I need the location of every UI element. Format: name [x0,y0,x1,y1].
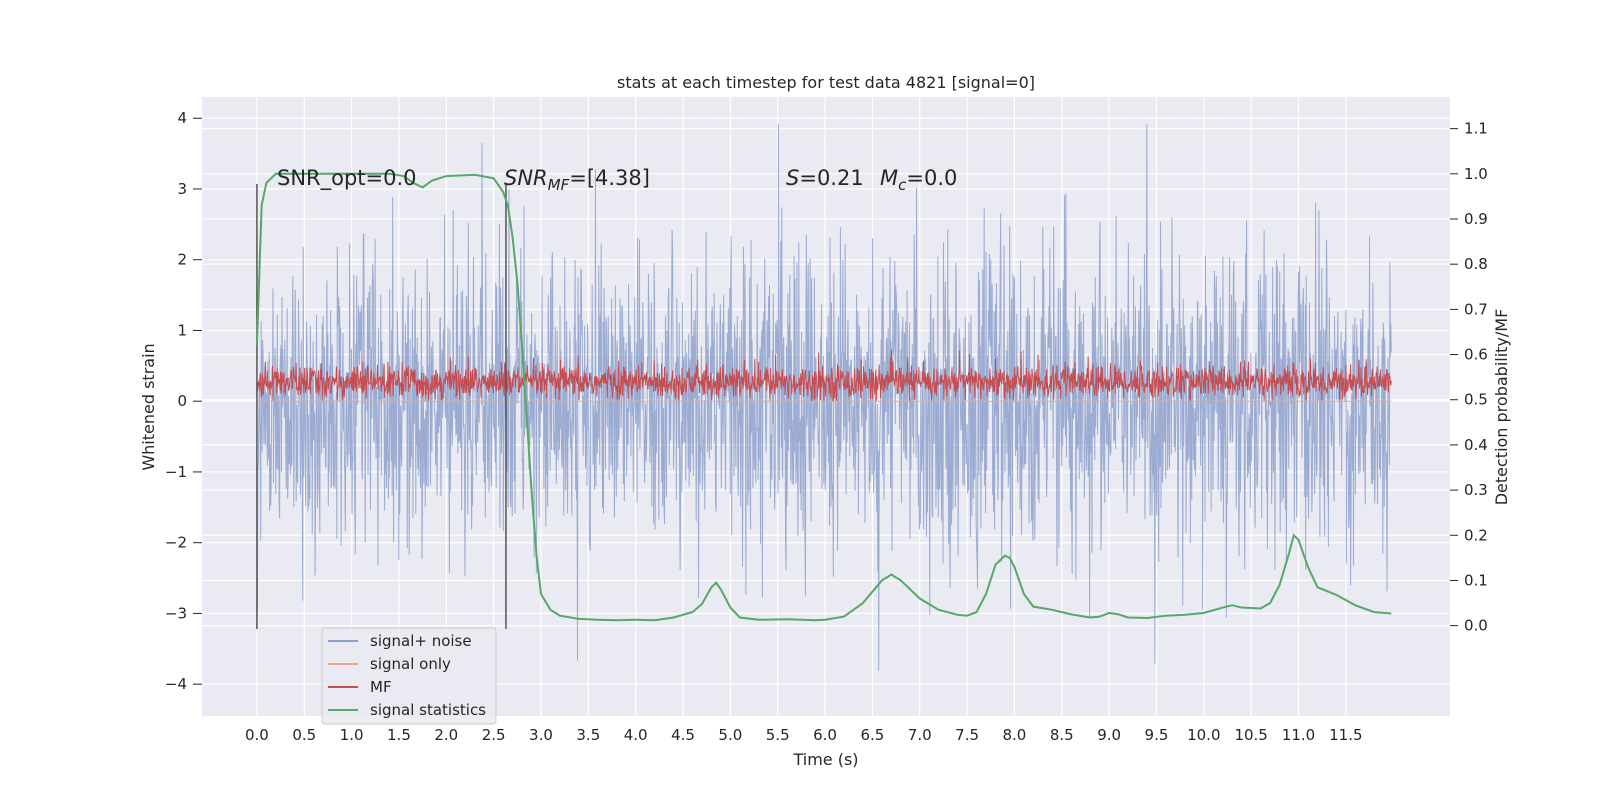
snr-mf-value: =[4.38] [569,166,650,190]
y-tick-label: 0 [177,392,187,410]
x-tick-label: 6.5 [860,726,884,744]
legend: signal+ noise signal only MF signal stat… [321,627,497,725]
x-axis-title: Time (s) [792,750,858,769]
x-tick-label: 5.5 [766,726,790,744]
y2-tick-label: 0.6 [1464,346,1488,364]
y2-tick-label: 1.0 [1464,165,1488,183]
x-tick-label: 0.0 [245,726,269,744]
x-tick-label: 10.5 [1234,726,1267,744]
annotation-snr-mf: SNRMF=[4.38] [504,166,650,194]
y-tick-label: −2 [165,534,187,552]
snr-mf-subscript: MF [548,176,570,194]
snr-mf-symbol: SNR [504,166,548,190]
signal-statistics-series [255,172,1392,622]
y2-tick-label: 0.9 [1464,210,1488,228]
y-tick-labels: −4 −3 −2 −1 0 1 2 3 4 [165,109,202,693]
legend-label-mf: MF [370,678,392,696]
y-tick-label: 3 [177,180,187,198]
y2-tick-label: 0.5 [1464,391,1488,409]
x-tick-label: 1.5 [387,726,411,744]
x-tick-label: 5.0 [718,726,742,744]
x-tick-label: 10.0 [1187,726,1220,744]
annotation-s: S=0.21 [786,166,864,190]
x-tick-label: 3.0 [529,726,553,744]
x-tick-label: 2.0 [434,726,458,744]
y-tick-label: 1 [177,321,187,339]
y2-tick-labels: 0.0 0.1 0.2 0.3 0.4 0.5 0.6 0.7 0.8 0.9 1.0 1.1 [1450,120,1488,635]
y-tick-label: −3 [165,604,187,622]
y-tick-label: 4 [177,109,187,127]
x-tick-labels: 0.0 0.5 1.0 1.5 2.0 2.5 3.0 3.5 4.0 4.5 5.0 5.5 6.0 6… [245,726,1363,744]
legend-label-signal-statistics: signal statistics [370,701,486,719]
x-tick-label: 2.5 [482,726,506,744]
signal-noise-series [256,123,1392,671]
y-axis-title: Whitened strain [139,343,158,470]
y2-tick-label: 0.0 [1464,617,1488,635]
legend-label-signal-noise: signal+ noise [370,632,472,650]
y-tick-label: −4 [165,675,187,693]
x-tick-label: 7.0 [908,726,932,744]
y2-tick-label: 0.2 [1464,526,1488,544]
s-symbol: S [786,166,799,190]
y2-tick-label: 0.8 [1464,255,1488,273]
y-tick-label: 2 [177,251,187,269]
mc-symbol: M [880,166,898,190]
y2-tick-label: 0.1 [1464,571,1488,589]
x-tick-label: 4.5 [671,726,695,744]
s-value: =0.21 [799,166,863,190]
chart-title: stats at each timestep for test data 482… [617,73,1035,92]
vertical-markers [256,184,507,629]
x-tick-label: 9.5 [1145,726,1169,744]
x-tick-label: 6.0 [813,726,837,744]
y-tick-label: −1 [165,463,187,481]
y2-tick-label: 0.7 [1464,300,1488,318]
x-tick-label: 11.0 [1282,726,1315,744]
annotation-mc: Mc=0.0 [880,166,957,194]
x-tick-label: 9.0 [1097,726,1121,744]
y2-tick-label: 0.3 [1464,481,1488,499]
x-tick-label: 4.0 [624,726,648,744]
x-tick-label: 3.5 [576,726,600,744]
y2-axis-title: Detection probability/MF [1492,309,1511,506]
x-tick-label: 7.5 [955,726,979,744]
signal-statistics-line [255,172,1392,622]
legend-box [321,627,497,725]
x-tick-label: 11.5 [1329,726,1362,744]
mf-line [256,349,1392,402]
x-tick-label: 8.0 [1003,726,1027,744]
annotation-snr-opt: SNR_opt=0.0 [277,166,417,191]
x-tick-label: 1.0 [340,726,364,744]
mc-value: =0.0 [906,166,957,190]
x-tick-label: 0.5 [292,726,316,744]
signal-noise-line [256,123,1392,671]
y2-tick-label: 1.1 [1464,120,1488,138]
x-tick-label: 8.5 [1050,726,1074,744]
legend-label-signal-only: signal only [370,655,451,673]
mf-series [256,349,1392,402]
mc-subscript: c [898,176,907,194]
y2-tick-label: 0.4 [1464,436,1488,454]
